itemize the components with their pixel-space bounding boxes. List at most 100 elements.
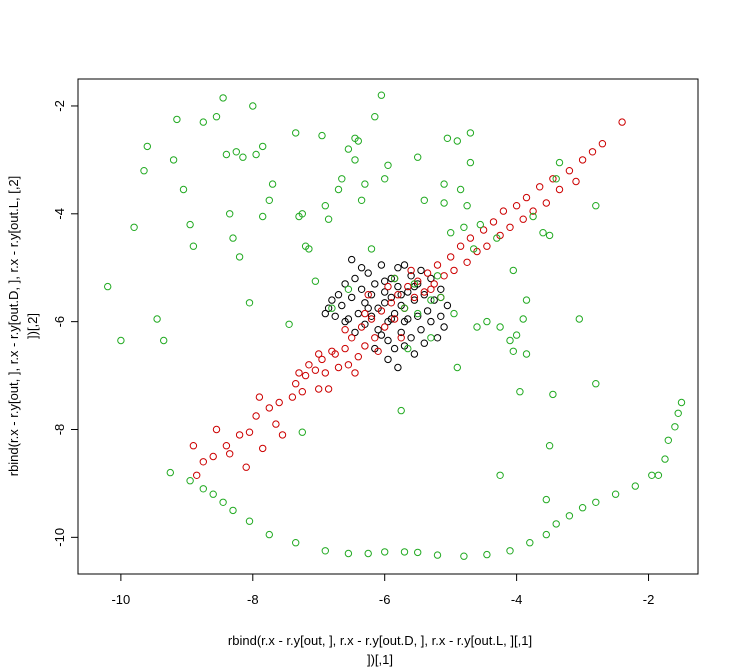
data-point	[555, 158, 564, 167]
data-point	[542, 495, 550, 504]
data-point	[394, 282, 402, 291]
data-point	[443, 301, 452, 310]
data-point	[259, 142, 267, 151]
data-point	[371, 334, 379, 342]
data-point	[397, 334, 405, 342]
data-point	[512, 202, 521, 210]
data-point	[229, 506, 237, 515]
data-point	[173, 115, 181, 124]
data-point	[440, 323, 448, 331]
data-point	[427, 334, 435, 342]
data-point	[361, 342, 369, 350]
data-point	[209, 490, 217, 498]
data-point	[357, 264, 366, 272]
data-point	[252, 150, 260, 159]
data-point	[348, 334, 356, 342]
data-point	[565, 512, 574, 520]
data-point	[219, 94, 227, 102]
data-point	[305, 361, 313, 369]
data-point	[588, 148, 597, 156]
data-point	[387, 299, 395, 307]
data-point	[130, 223, 138, 232]
data-point	[400, 317, 409, 326]
data-point	[278, 431, 287, 439]
data-point	[364, 304, 372, 312]
data-point	[351, 369, 359, 377]
data-point	[341, 326, 349, 334]
data-point	[536, 183, 544, 191]
data-point	[226, 450, 234, 458]
data-point	[377, 91, 386, 99]
data-point	[575, 315, 583, 323]
data-point	[193, 471, 201, 479]
data-point	[222, 442, 231, 450]
data-point	[433, 551, 442, 559]
data-point	[334, 185, 343, 194]
data-point	[199, 485, 208, 493]
data-point	[414, 548, 422, 557]
data-point	[381, 277, 389, 285]
data-point	[400, 261, 409, 269]
data-point	[390, 315, 399, 323]
data-point	[189, 242, 198, 250]
data-point	[387, 293, 395, 302]
data-point	[344, 361, 353, 369]
data-point	[153, 315, 161, 323]
data-point	[466, 158, 475, 167]
data-point	[140, 167, 148, 175]
data-point	[565, 167, 574, 175]
x-tick-label: -10	[111, 592, 130, 607]
data-point	[410, 280, 419, 288]
data-point	[344, 145, 353, 153]
data-point	[354, 353, 362, 361]
data-point	[186, 220, 194, 229]
y-tick-label: -8	[52, 424, 67, 436]
data-point	[390, 309, 399, 318]
data-point	[420, 288, 428, 296]
data-point	[506, 547, 514, 555]
data-point	[371, 113, 379, 121]
data-point	[539, 229, 547, 237]
data-point	[357, 323, 366, 331]
data-point	[104, 282, 112, 291]
data-point	[437, 312, 445, 320]
data-point	[447, 253, 455, 261]
data-point	[324, 304, 333, 312]
data-point	[493, 234, 501, 242]
data-point	[522, 193, 531, 202]
data-point	[324, 215, 333, 223]
data-point	[430, 296, 438, 304]
data-point	[526, 539, 534, 547]
data-point	[272, 420, 280, 428]
data-point	[338, 301, 346, 310]
data-point	[427, 285, 435, 293]
data-point	[226, 210, 234, 218]
data-point	[427, 296, 435, 304]
data-point	[450, 266, 458, 275]
data-point	[433, 272, 442, 280]
data-point	[367, 315, 376, 323]
data-point	[232, 148, 241, 156]
data-point	[117, 336, 125, 345]
data-point	[407, 334, 415, 342]
data-point	[235, 431, 244, 439]
data-point	[331, 312, 339, 320]
data-point	[509, 347, 517, 355]
data-point	[460, 223, 468, 232]
data-point	[292, 380, 300, 388]
data-point	[394, 363, 402, 372]
data-point	[456, 185, 465, 194]
data-point	[318, 355, 326, 364]
data-point	[417, 266, 425, 275]
data-point	[407, 272, 415, 280]
data-point	[311, 366, 320, 374]
data-point	[199, 118, 208, 126]
data-point	[381, 299, 389, 307]
data-point	[555, 185, 564, 194]
data-point	[242, 463, 250, 471]
data-point	[549, 390, 557, 399]
data-point	[357, 196, 366, 205]
data-point	[179, 185, 188, 194]
data-point	[298, 210, 306, 218]
